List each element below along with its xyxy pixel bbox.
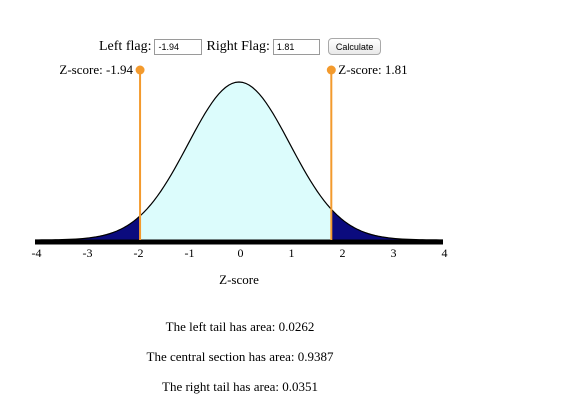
- left-flag-label: Left flag:: [99, 38, 152, 54]
- right-flag-zscore-label: Z-score: 1.81: [338, 62, 407, 77]
- right-flag-label: Right Flag:: [206, 38, 270, 54]
- x-axis-ticks: -4 -3 -2 -1 0 1 2 3 4: [32, 246, 448, 260]
- x-tick-label: 2: [340, 246, 346, 260]
- left-flag-zscore-label: Z-score: -1.94: [59, 62, 133, 77]
- central-section-result: The central section has area: 0.9387: [146, 349, 334, 364]
- calculate-button[interactable]: Calculate: [327, 38, 382, 55]
- x-tick-label: -4: [32, 246, 42, 260]
- left-flag-input[interactable]: [154, 38, 203, 55]
- normal-distribution-chart: -4 -3 -2 -1 0 1 2 3 4 Z-score Z-score: -1.94 Z-s…: [32, 62, 448, 287]
- results-panel: The left tail has area: 0.0262 The centr…: [0, 320, 480, 410]
- x-tick-label: 1: [289, 246, 295, 260]
- right-tail-result: The right tail has area: 0.0351: [162, 379, 318, 394]
- x-tick-label: -3: [83, 246, 93, 260]
- right-flag-input[interactable]: [272, 38, 320, 55]
- x-tick-label: 4: [442, 246, 448, 260]
- x-tick-label: 0: [238, 246, 244, 260]
- left-flag-handle[interactable]: [135, 65, 145, 75]
- flag-controls: Left flag: Right Flag: Calculate: [99, 38, 382, 55]
- x-tick-label: -1: [185, 246, 195, 260]
- x-axis-title: Z-score: [219, 272, 259, 287]
- x-tick-label: 3: [391, 246, 397, 260]
- normal-curve: [34, 81, 444, 241]
- central-area: [140, 82, 332, 240]
- right-flag-handle[interactable]: [326, 65, 336, 75]
- x-tick-label: -2: [134, 246, 144, 260]
- right-tail-area: [331, 209, 443, 240]
- left-tail-area: [35, 215, 141, 240]
- left-tail-result: The left tail has area: 0.0262: [165, 319, 315, 334]
